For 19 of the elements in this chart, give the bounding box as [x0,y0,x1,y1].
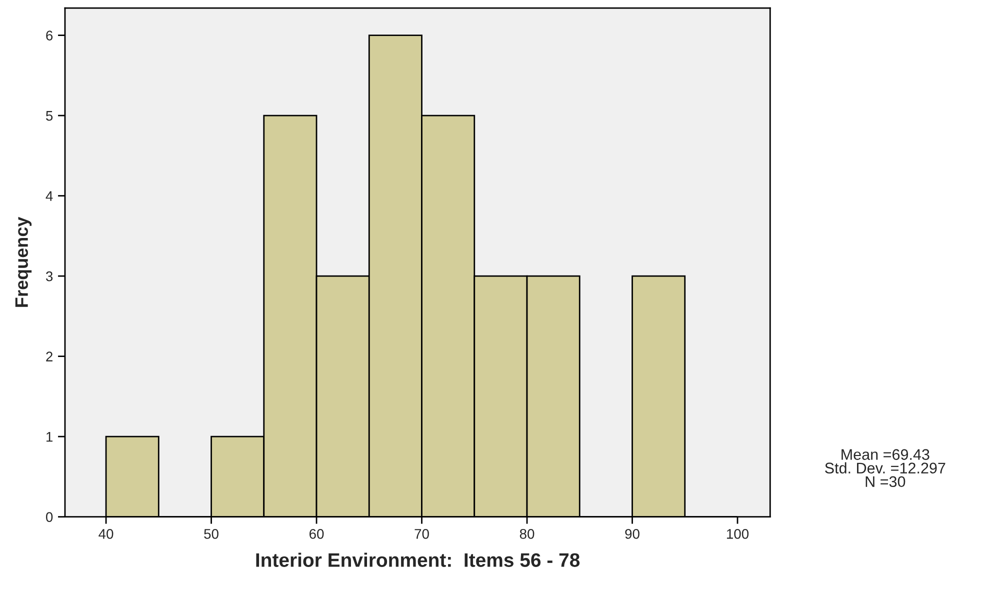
x-tick-label: 80 [520,528,534,539]
x-tick-label: 60 [310,528,324,539]
y-axis-title: Frequency [15,216,32,307]
x-axis-title: Interior Environment: Items 56 - 78 [256,552,580,567]
x-tick-label: 100 [726,528,749,539]
y-tick-label: 5 [46,111,53,121]
y-tick-label: 2 [46,352,52,362]
x-tick-label: 50 [204,528,218,539]
text: Std. Dev. =12.297 [825,462,946,474]
y-tick-label: 1 [46,432,52,442]
text: Mean =69.43 [842,449,930,460]
y-tick-label: 6 [46,30,53,40]
x-tick-label: 90 [625,528,640,539]
text: N =30 [866,476,906,488]
y-tick-label: 3 [46,271,53,282]
y-tick-label: 0 [46,512,53,522]
x-tick-label: 40 [98,528,114,539]
y-tick-label: 4 [46,191,53,201]
x-tick-label: 70 [414,528,429,539]
